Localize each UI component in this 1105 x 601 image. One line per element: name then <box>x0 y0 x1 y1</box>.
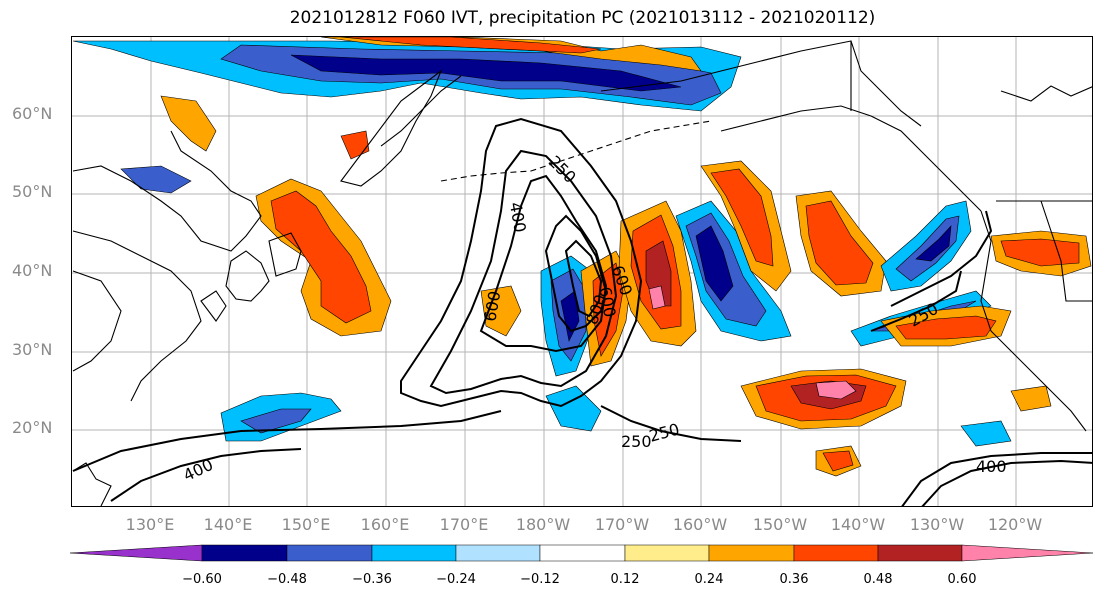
ivt-contour-400-se <box>921 459 1092 506</box>
colorbar-segment <box>793 544 879 562</box>
pos-south-east <box>1010 385 1052 412</box>
lon-label-130w: 130°W <box>909 515 965 534</box>
neg-central-deep <box>560 290 580 342</box>
contour-label: 400 <box>976 457 1007 476</box>
colorbar-segment <box>201 544 288 562</box>
colorbar-segment <box>455 544 541 562</box>
pos-band-north-top-core <box>340 37 602 54</box>
pos-mid-pacific-pink <box>648 285 666 310</box>
pos-south-blob-pink <box>815 380 857 400</box>
contour-label: 400 <box>506 201 530 234</box>
colorbar-tick: 0.60 <box>947 572 977 587</box>
colorbar-tick: −0.36 <box>352 572 392 587</box>
colorbar-tick: 0.24 <box>694 572 724 587</box>
colorbar-segment <box>877 544 963 562</box>
colorbar-tick: −0.12 <box>520 572 560 587</box>
contour-label: 250 <box>621 432 652 451</box>
colorbar-segment <box>708 544 795 562</box>
contour-label: 250 <box>647 420 681 446</box>
colorbar-tick: 0.12 <box>610 572 640 587</box>
ivt-contour-400-coast <box>870 270 962 332</box>
colorbar-extend-max <box>961 544 1094 562</box>
colorbar-extend-min <box>70 544 203 562</box>
lon-label-150e: 150°E <box>281 515 331 534</box>
colorbar-segment <box>539 544 626 562</box>
lon-label-160e: 160°E <box>360 515 410 534</box>
colorbar-segment <box>371 544 457 562</box>
neg-east-diagonal-core <box>895 215 960 282</box>
lat-label-20n: 20°N <box>12 418 53 437</box>
lat-label-60n: 60°N <box>12 104 53 123</box>
lon-label-120w: 120°W <box>987 515 1043 534</box>
coastlines <box>72 40 1092 506</box>
lat-label-30n: 30°N <box>12 340 53 359</box>
pos-east-arc-core <box>710 168 774 267</box>
neg-central-south <box>545 385 602 432</box>
lon-label-180w: 180°W <box>515 515 571 534</box>
neg-west-small <box>120 165 192 194</box>
lon-label-160w: 160°W <box>672 515 728 534</box>
precip-shading <box>72 37 1092 477</box>
ivt-contour-600-main <box>479 174 608 353</box>
lat-label-50n: 50°N <box>12 182 53 201</box>
colorbar-tick: −0.60 <box>182 572 222 587</box>
lon-label-140w: 140°W <box>830 515 886 534</box>
map-canvas: 250 400 600 800 600 600 250 400 250 250 … <box>72 37 1092 506</box>
pos-south-small-core <box>822 450 854 472</box>
colorbar-tick: 0.48 <box>863 572 893 587</box>
colorbar-segment <box>624 544 710 562</box>
pos-east-blob-core <box>805 200 874 286</box>
ivt-contour-250-east-south <box>600 405 742 442</box>
neg-south-east <box>960 420 1012 447</box>
colorbar-tick: −0.48 <box>267 572 307 587</box>
pos-far-east-core <box>1000 238 1080 267</box>
neg-band-north-core <box>290 54 682 92</box>
lon-label-130e: 130°E <box>125 515 175 534</box>
ivt-contours <box>72 117 1092 506</box>
ivt-contour-250-coast <box>890 210 993 307</box>
pos-west-small <box>160 95 217 152</box>
ivt-contour-400-south <box>110 448 302 502</box>
neg-mid-pacific-deep <box>695 225 734 302</box>
pos-coast-core <box>895 315 997 340</box>
colorbar-tick: 0.36 <box>779 572 809 587</box>
page-title: 2021012812 F060 IVT, precipitation PC (2… <box>289 8 876 28</box>
colorbar-tick: −0.24 <box>436 572 476 587</box>
ivt-contour-800 <box>564 239 603 318</box>
neg-east-diagonal-deep <box>915 225 952 262</box>
ivt-contour-600-inner <box>544 214 608 333</box>
map-panel[interactable]: 250 400 600 800 600 600 250 400 250 250 … <box>71 36 1093 507</box>
ivt-contour-250-se <box>901 452 1092 506</box>
lon-label-170w: 170°W <box>594 515 650 534</box>
lon-label-150w: 150°W <box>752 515 808 534</box>
lon-label-170e: 170°E <box>439 515 489 534</box>
ivt-contour-400-main <box>429 149 618 395</box>
lat-label-40n: 40°N <box>12 261 53 280</box>
ivt-contour-250-south <box>72 410 502 472</box>
ivt-contour-250-main <box>400 117 643 408</box>
colorbar-segment <box>286 544 373 562</box>
pos-west-small2 <box>340 130 370 160</box>
lon-label-140e: 140°E <box>203 515 253 534</box>
colorbar <box>70 544 1094 562</box>
